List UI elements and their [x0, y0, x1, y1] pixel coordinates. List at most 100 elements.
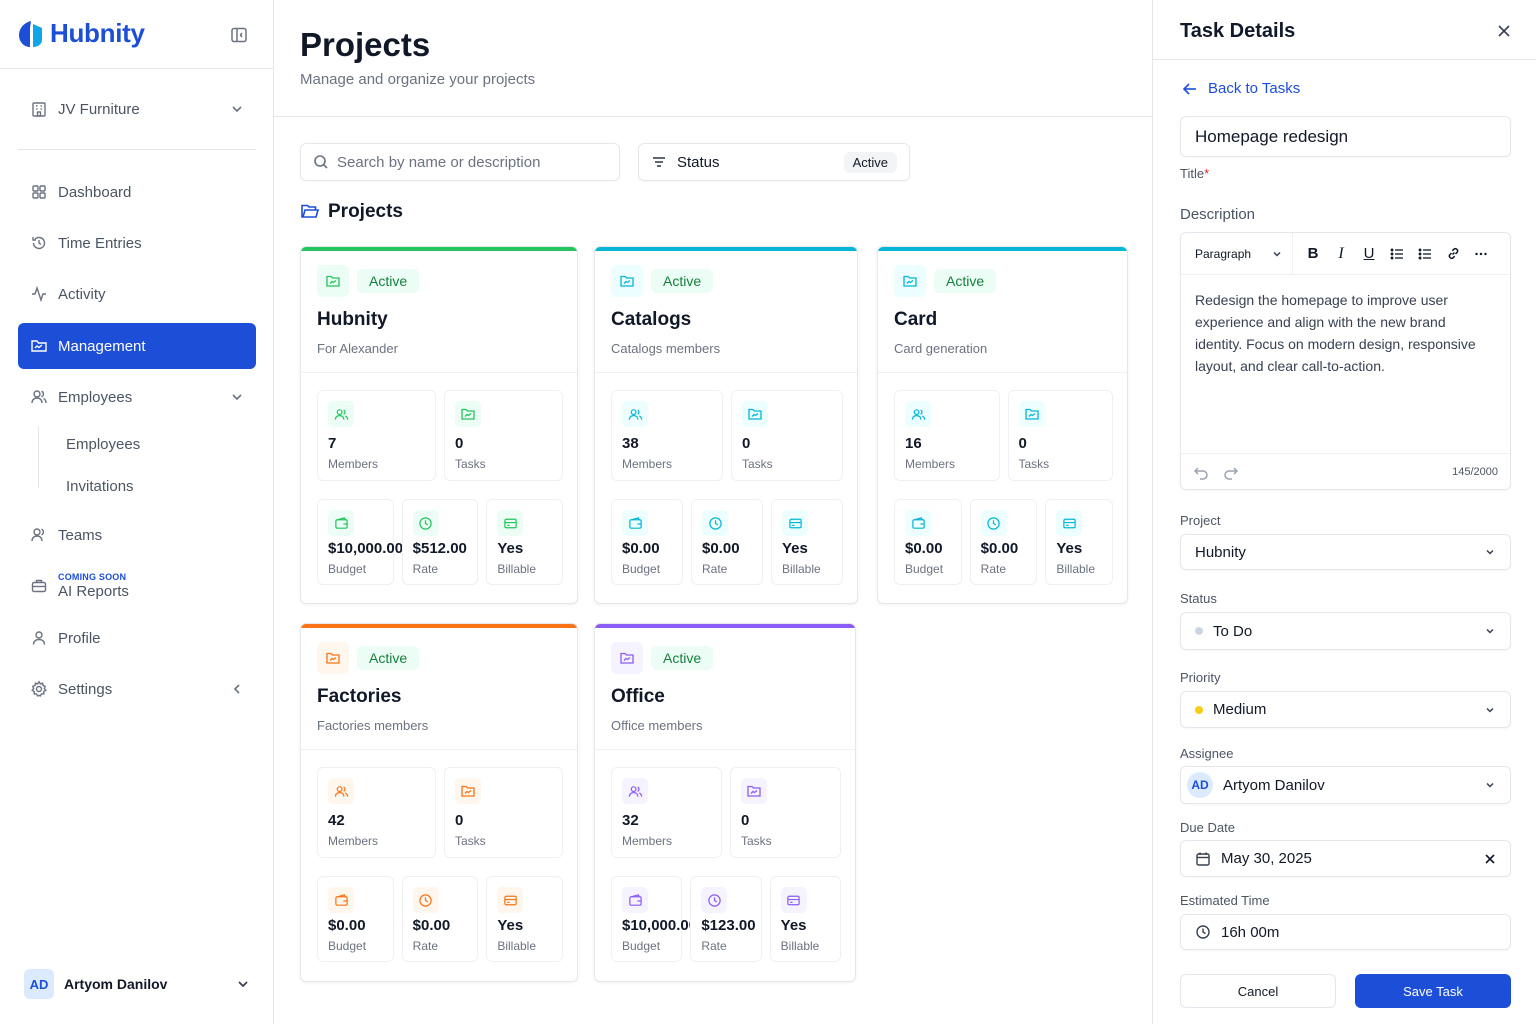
- description-text[interactable]: Redesign the homepage to improve user ex…: [1195, 292, 1476, 374]
- clear-date-icon[interactable]: [1484, 853, 1496, 865]
- folder-icon: [894, 265, 926, 297]
- status-badge: Active: [934, 269, 997, 293]
- clock-icon: [701, 887, 728, 913]
- assignee-select[interactable]: AD Artyom Danilov: [1180, 766, 1511, 804]
- link-icon[interactable]: [1439, 240, 1467, 268]
- brand-logo[interactable]: Hubnity: [18, 18, 145, 49]
- tasks-count: 0: [1018, 435, 1027, 452]
- project-name[interactable]: Catalogs: [611, 309, 692, 330]
- italic-icon[interactable]: I: [1338, 244, 1344, 262]
- title-input[interactable]: Homepage redesign: [1180, 116, 1511, 157]
- chevron-down-icon: [230, 390, 244, 404]
- nav-profile[interactable]: Profile: [18, 615, 256, 661]
- nav-time-entries[interactable]: Time Entries: [18, 220, 256, 266]
- project-name[interactable]: Hubnity: [317, 309, 388, 330]
- status-select[interactable]: To Do: [1180, 612, 1511, 650]
- project-name[interactable]: Card: [894, 309, 938, 330]
- nav-label: AI Reports: [58, 582, 129, 600]
- rate-label: Rate: [980, 562, 1007, 576]
- title-value: Homepage redesign: [1195, 126, 1349, 146]
- folder-icon: [30, 337, 48, 355]
- nav-employees[interactable]: Employees: [18, 374, 256, 420]
- wallet-icon: [328, 510, 354, 536]
- clock-icon: [412, 510, 439, 536]
- users-icon: [30, 388, 48, 406]
- budget-stat: $10,000.00 Budget: [611, 876, 697, 962]
- page-subtitle: Manage and organize your projects: [300, 71, 536, 88]
- bullet-list-icon[interactable]: [1383, 240, 1411, 268]
- nav-management[interactable]: Management: [18, 323, 256, 369]
- search-box[interactable]: [300, 143, 620, 181]
- close-icon[interactable]: [1495, 22, 1513, 40]
- back-to-tasks-link[interactable]: Back to Tasks: [1182, 80, 1300, 97]
- priority-select[interactable]: Medium: [1180, 691, 1511, 728]
- tasks-count: 0: [455, 812, 464, 829]
- billable-stat: Yes Billable: [771, 499, 843, 585]
- billable-label: Billable: [497, 562, 537, 576]
- save-task-button[interactable]: Save Task: [1355, 974, 1511, 1008]
- billable-value: Yes: [780, 917, 807, 934]
- undo-icon[interactable]: [1193, 464, 1209, 480]
- project-select[interactable]: Hubnity: [1180, 534, 1511, 570]
- rate-value: $0.00: [412, 917, 451, 934]
- project-card-header: Active Catalogs Catalogs members: [595, 247, 857, 373]
- status-filter[interactable]: Status Active: [638, 143, 910, 181]
- project-card[interactable]: Active Hubnity For Alexander 7 Members 0…: [300, 246, 578, 604]
- project-card[interactable]: Active Office Office members 32 Members …: [594, 623, 856, 982]
- paragraph-select[interactable]: Paragraph: [1181, 233, 1293, 274]
- billable-label: Billable: [780, 939, 820, 953]
- paragraph-label: Paragraph: [1195, 246, 1252, 261]
- due-date-input[interactable]: May 30, 2025: [1180, 840, 1511, 877]
- budget-stat: $10,000.00 Budget: [317, 499, 403, 585]
- description-editor[interactable]: Paragraph B I U Redesign the homepage to…: [1180, 232, 1511, 490]
- user-menu[interactable]: AD Artyom Danilov: [18, 962, 256, 1006]
- project-card-header: Active Office Office members: [595, 624, 855, 750]
- billable-value: Yes: [1056, 540, 1083, 557]
- wallet-icon: [622, 887, 648, 913]
- team-icon: [30, 526, 48, 544]
- search-input[interactable]: [337, 153, 597, 171]
- divider: [274, 116, 1152, 117]
- rate-label: Rate: [412, 562, 439, 576]
- nav-invitations[interactable]: Invitations: [66, 478, 134, 495]
- users-icon: [905, 401, 931, 427]
- billable-stat: Yes Billable: [1045, 499, 1113, 585]
- members-label: Members: [622, 457, 673, 471]
- search-icon: [313, 154, 329, 170]
- organization-select[interactable]: JV Furniture: [18, 88, 256, 130]
- project-card[interactable]: Active Card Card generation 16 Members 0…: [877, 246, 1128, 604]
- collapse-sidebar-icon[interactable]: [230, 26, 248, 44]
- cancel-button[interactable]: Cancel: [1180, 974, 1336, 1008]
- folder-icon: [317, 265, 349, 297]
- nav-label: Dashboard: [58, 183, 132, 201]
- nav-ai-reports[interactable]: COMING SOON AI Reports: [18, 563, 256, 609]
- rate-value: $123.00: [701, 917, 756, 934]
- more-icon[interactable]: [1467, 240, 1495, 268]
- nav-label: Activity: [58, 285, 106, 303]
- nav-teams[interactable]: Teams: [18, 512, 256, 558]
- title-label-text: Title: [1180, 166, 1205, 181]
- nav-activity[interactable]: Activity: [18, 271, 256, 317]
- rate-value: $0.00: [702, 540, 740, 557]
- underline-icon[interactable]: U: [1363, 245, 1375, 262]
- project-name[interactable]: Factories: [317, 686, 402, 707]
- members-label: Members: [328, 457, 379, 471]
- ordered-list-icon[interactable]: [1411, 240, 1439, 268]
- rate-value: $0.00: [980, 540, 1019, 557]
- redo-icon[interactable]: [1223, 464, 1239, 480]
- project-card[interactable]: Active Catalogs Catalogs members 38 Memb…: [594, 246, 858, 604]
- bold-icon[interactable]: B: [1307, 245, 1319, 262]
- project-label: Project: [1180, 513, 1221, 528]
- status-badge: Active: [651, 646, 714, 670]
- priority-dot: [1195, 705, 1203, 714]
- project-name[interactable]: Office: [611, 686, 665, 707]
- estimated-time-input[interactable]: 16h 00m: [1180, 914, 1511, 950]
- project-card[interactable]: Active Factories Factories members 42 Me…: [300, 623, 578, 982]
- nav-employees-list[interactable]: Employees: [66, 436, 141, 453]
- chevron-left-icon: [230, 682, 244, 696]
- tasks-label: Tasks: [455, 457, 486, 471]
- budget-label: Budget: [328, 939, 367, 953]
- nav-dashboard[interactable]: Dashboard: [18, 169, 256, 215]
- submenu-line: [38, 426, 39, 488]
- nav-settings[interactable]: Settings: [18, 666, 256, 712]
